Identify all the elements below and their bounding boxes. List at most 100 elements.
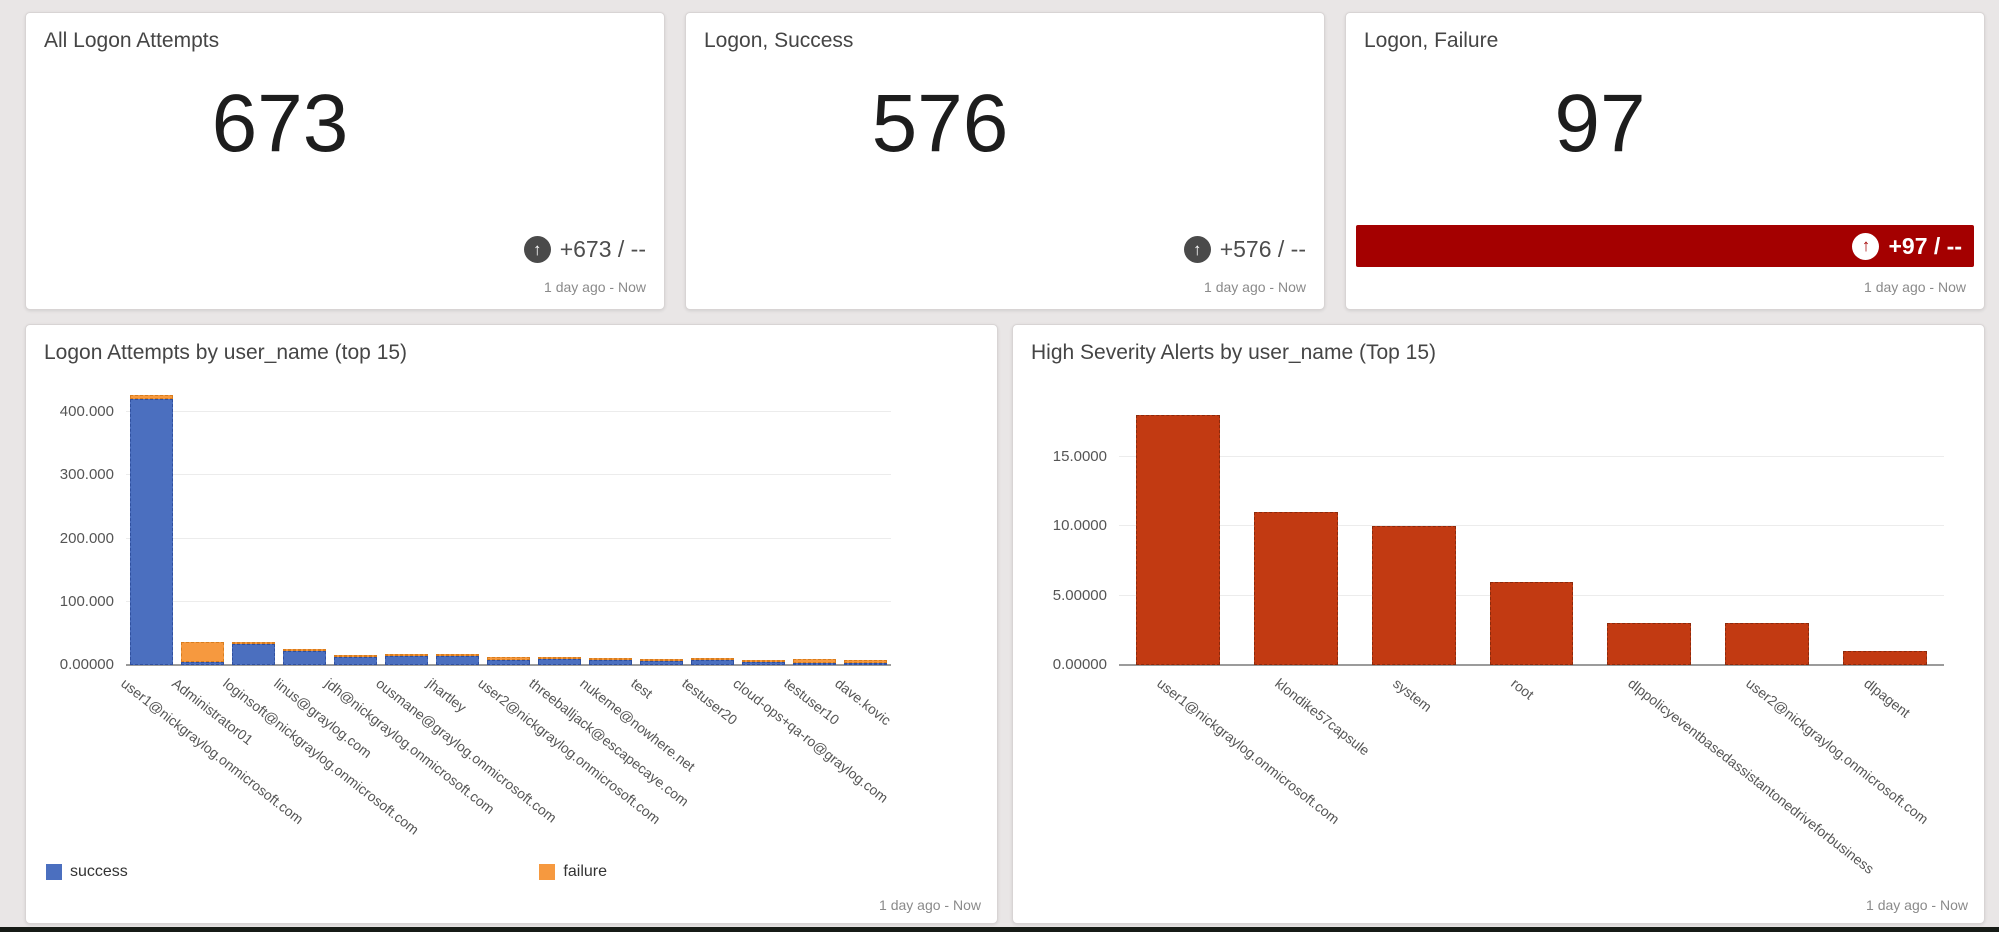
bar-success-threeballjack@escapecaye.com[interactable] [538,658,581,665]
bar-column [636,393,687,665]
chart-legend: success failure [46,863,977,885]
stacked-bar-chart: 400.000 300.000 200.000 100.000 0.00000 user1… [44,393,979,838]
success-swatch-icon [46,864,62,880]
gridline [126,537,891,539]
bar-value-root[interactable] [1489,581,1574,665]
bar-column [1590,407,1708,665]
y-axis-tick-label: 15.0000 [1052,447,1107,465]
bar-failure-dave.kovic[interactable] [844,659,887,663]
bar-value-klondike57capsule[interactable] [1253,512,1338,665]
bar-value-dlppolicyeventbasedassistantonedriveforbusiness[interactable] [1607,623,1692,665]
bar-value-dlpagent[interactable] [1843,651,1928,665]
bar-success-user2@nickgraylog.onmicrosoft.com[interactable] [487,659,530,665]
bar-success-jdh@nickgraylog.onmicrosoft.com[interactable] [334,656,377,665]
bar-failure-ousmane@graylog.onmicrosoft.com[interactable] [385,653,428,656]
bar-failure-jhartley[interactable] [436,654,479,657]
x-axis-tick-label: ousmane@graylog.onmicrosoft.com [372,675,560,826]
arrow-circle-up-icon: ↑ [1852,232,1880,260]
bar-success-testuser20[interactable] [691,659,734,665]
bar-column [840,393,891,665]
bar-failure-testuser20[interactable] [691,657,734,660]
timerange-label: 1 day ago - Now [544,279,646,295]
arrow-circle-up-icon: ↑ [523,236,551,263]
bar-success-Administrator01[interactable] [181,662,224,665]
bar-success-ousmane@graylog.onmicrosoft.com[interactable] [385,655,428,665]
chart-title: High Severity Alerts by user_name (Top 1… [1031,341,1437,364]
bar-success-testuser10[interactable] [793,663,836,665]
stat-card-logon-success: Logon, Success 576 ↑ +576 / -- 1 day ago… [685,12,1325,310]
bar-success-dave.kovic[interactable] [844,663,887,665]
bar-column [279,393,330,665]
bar-failure-linus@graylog.com[interactable] [283,648,326,652]
bar-success-test[interactable] [640,660,683,665]
bar-failure-test[interactable] [640,658,683,661]
bar-failure-cloud-ops+qa-ro@graylog.com[interactable] [742,660,785,663]
x-axis-tick-label: system [1389,675,1435,715]
bar-column [687,393,738,665]
bar-failure-jdh@nickgraylog.onmicrosoft.com[interactable] [334,654,377,657]
bar-failure-nukeme@nowhere.net[interactable] [589,657,632,660]
trend-indicator: ↑ +576 / -- [1183,236,1306,263]
bar-failure-user2@nickgraylog.onmicrosoft.com[interactable] [487,657,530,660]
bar-success-loginsoft@nickgraylog.onmicrosoft.com[interactable] [232,644,275,665]
metric-cards-row: All Logon Attempts 673 ↑ +673 / -- 1 day… [25,12,1985,310]
y-axis-tick-label: 10.0000 [1052,517,1107,535]
bar-column [534,393,585,665]
bar-column [432,393,483,665]
bar-success-jhartley[interactable] [436,656,479,665]
x-axis-tick-label: user1@nickgraylog.onmicrosoft.com [1154,675,1343,828]
bar-success-user1@nickgraylog.onmicrosoft.com[interactable] [130,399,173,665]
bar-chart: 15.0000 10.0000 5.00000 0.00000 user1@nickgr… [1031,407,1966,877]
trend-value: +673 / -- [559,236,646,262]
bar-column [483,393,534,665]
x-axis-labels: user1@nickgraylog.onmicrosoft.com klondik… [1119,665,1944,905]
x-axis-tick-label: user1@nickgraylog.onmicrosoft.com [117,675,307,828]
y-axis-tick-label: 400.000 [59,402,114,420]
bar-failure-Administrator01[interactable] [181,641,224,663]
bar-column [330,393,381,665]
bar-failure-loginsoft@nickgraylog.onmicrosoft.com[interactable] [232,642,275,645]
bar-success-nukeme@nowhere.net[interactable] [589,659,632,665]
metric-value: 673 [211,78,349,169]
gridline [1119,455,1944,457]
timerange-label: 1 day ago - Now [1204,279,1306,295]
gridline [126,410,891,412]
bar-column [1473,407,1591,665]
bar-failure-user1@nickgraylog.onmicrosoft.com[interactable] [130,394,173,400]
bar-value-system[interactable] [1371,526,1456,665]
legend-item-failure[interactable]: failure [539,863,607,881]
bar-column [1237,407,1355,665]
bar-column [1708,407,1826,665]
card-title: Logon, Failure [1364,29,1499,52]
bar-success-cloud-ops+qa-ro@graylog.com[interactable] [742,662,785,665]
legend-label: success [70,863,128,880]
failure-swatch-icon [539,864,556,880]
bar-value-user1@nickgraylog.onmicrosoft.com[interactable] [1136,415,1220,665]
bar-column [126,393,177,665]
bar-column [1119,407,1237,665]
x-axis-line [126,664,891,666]
x-axis-tick-label: user2@nickgraylog.onmicrosoft.com [474,675,664,828]
y-axis-tick-label: 0.00000 [59,656,114,673]
trend-indicator: ↑ +673 / -- [523,236,646,263]
x-axis-line [1119,664,1944,666]
trend-value: +97 / -- [1888,232,1962,259]
legend-item-success[interactable]: success [46,863,128,881]
gridline [126,474,891,476]
card-title: All Logon Attempts [44,29,220,52]
bar-failure-threeballjack@escapecaye.com[interactable] [538,656,581,659]
x-axis-tick-label: test [627,675,656,702]
trend-alert-bar: ↑ +97 / -- [1356,225,1974,267]
bar-value-user2@nickgraylog.onmicrosoft.com[interactable] [1725,623,1810,665]
window-bottom-edge [0,927,1999,932]
arrow-circle-up-icon: ↑ [1183,236,1211,263]
bar-failure-testuser10[interactable] [793,659,836,663]
bar-column [177,393,228,665]
bar-success-linus@graylog.com[interactable] [283,651,326,665]
gridline [1119,525,1944,527]
bar-column [1355,407,1473,665]
y-axis-tick-label: 300.000 [59,466,114,484]
chart-title: Logon Attempts by user_name (top 15) [44,341,408,364]
bar-column [789,393,840,665]
x-axis-tick-label: user2@nickgraylog.onmicrosoft.com [1743,675,1932,828]
